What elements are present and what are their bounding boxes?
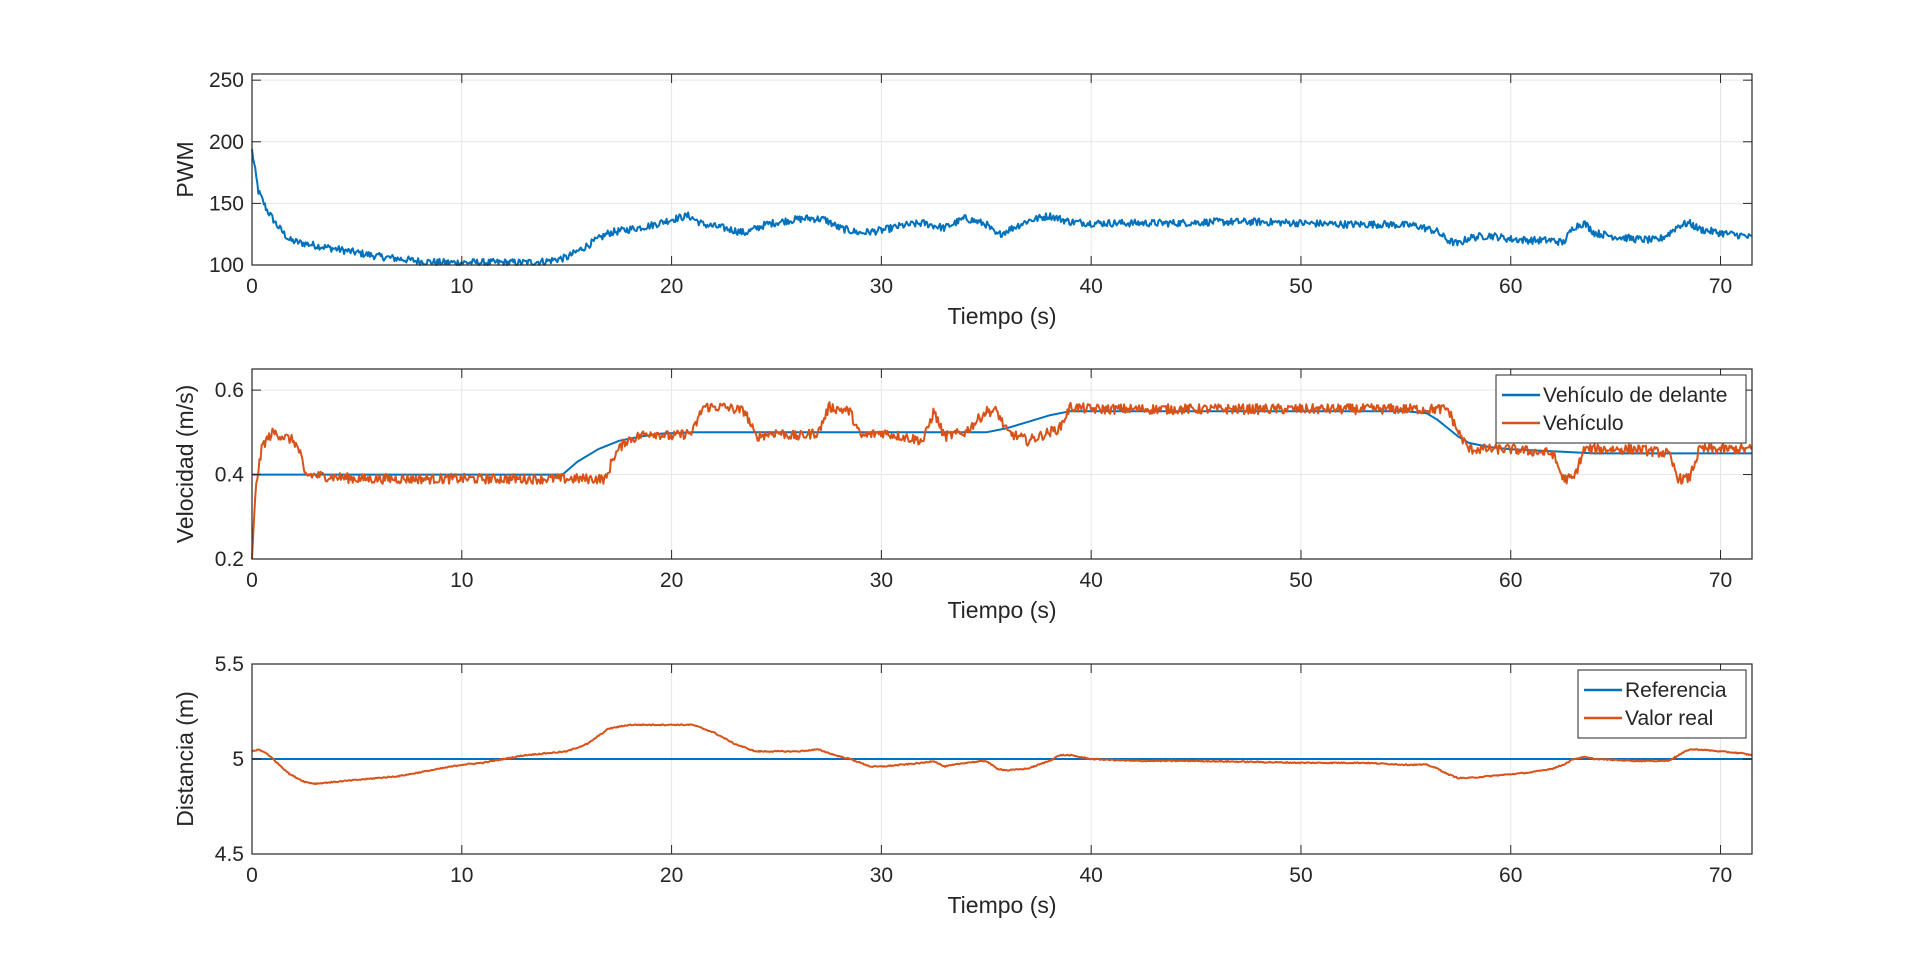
x-tick-label: 20: [660, 275, 683, 298]
legend-label: Referencia: [1625, 679, 1727, 702]
x-tick-label: 60: [1499, 275, 1522, 298]
y-tick-label: 250: [209, 69, 244, 92]
x-tick-label: 0: [246, 275, 258, 298]
y-tick-label: 0.6: [215, 379, 244, 402]
y-tick-label: 200: [209, 131, 244, 154]
legend: Vehículo de delante Vehículo: [1495, 374, 1747, 444]
x-tick-label: 20: [660, 864, 683, 887]
series-line-1: [251, 149, 1753, 266]
y-tick-label: 150: [209, 192, 244, 215]
x-tick-label: 50: [1289, 864, 1312, 887]
x-tick-label: 70: [1709, 275, 1732, 298]
y-axis-label: PWM: [172, 141, 198, 197]
legend-label: Valor real: [1625, 707, 1713, 730]
x-tick-label: 40: [1079, 569, 1102, 592]
x-axis-label: Tiempo (s): [947, 892, 1056, 918]
legend-box: [1577, 669, 1747, 739]
y-tick-label: 5: [232, 748, 244, 771]
x-tick-label: 70: [1709, 864, 1732, 887]
x-tick-label: 10: [450, 569, 473, 592]
x-axis-label: Tiempo (s): [947, 303, 1056, 329]
y-axis-label: Velocidad (m/s): [172, 385, 198, 544]
x-tick-label: 50: [1289, 275, 1312, 298]
x-tick-label: 30: [870, 569, 893, 592]
axes-box: [251, 368, 1753, 560]
x-tick-label: 30: [870, 864, 893, 887]
x-tick-label: 0: [246, 569, 258, 592]
series-line-vehículo: [251, 401, 1753, 560]
x-tick-label: 40: [1079, 275, 1102, 298]
x-tick-label: 20: [660, 569, 683, 592]
y-tick-label: 4.5: [215, 843, 244, 866]
legend-label: Vehículo: [1543, 412, 1624, 435]
legend-label: Vehículo de delante: [1543, 384, 1728, 407]
x-tick-label: 30: [870, 275, 893, 298]
x-tick-label: 0: [246, 864, 258, 887]
y-axis-label: Distancia (m): [172, 691, 198, 826]
x-tick-label: 40: [1079, 864, 1102, 887]
y-tick-label: 0.2: [215, 548, 244, 571]
series-line-valor-real: [251, 723, 1753, 786]
x-tick-label: 10: [450, 275, 473, 298]
axes-box: [251, 73, 1753, 266]
x-axis-label: Tiempo (s): [947, 597, 1056, 623]
x-tick-label: 60: [1499, 569, 1522, 592]
y-tick-label: 0.4: [215, 464, 245, 487]
x-tick-label: 60: [1499, 864, 1522, 887]
subplot-3: 0 10 20 30 40 50 60 70 4.5 5 5.5 Tiempo (s) Distanci…: [172, 653, 1753, 918]
x-tick-label: 10: [450, 864, 473, 887]
subplot-1: 0 10 20 30 40 50 60 70 100 150 200 250 Tiempo (s) PWM: [172, 69, 1753, 329]
x-tick-label: 50: [1289, 569, 1312, 592]
x-tick-label: 70: [1709, 569, 1732, 592]
y-tick-label: 100: [209, 254, 244, 277]
legend: Referencia Valor real: [1577, 669, 1747, 739]
y-tick-label: 5.5: [215, 653, 244, 676]
legend-box: [1495, 374, 1747, 444]
subplot-2: 0 10 20 30 40 50 60 70 0.2 0.4 0.6 Tiempo (s) Veloci…: [172, 368, 1753, 623]
